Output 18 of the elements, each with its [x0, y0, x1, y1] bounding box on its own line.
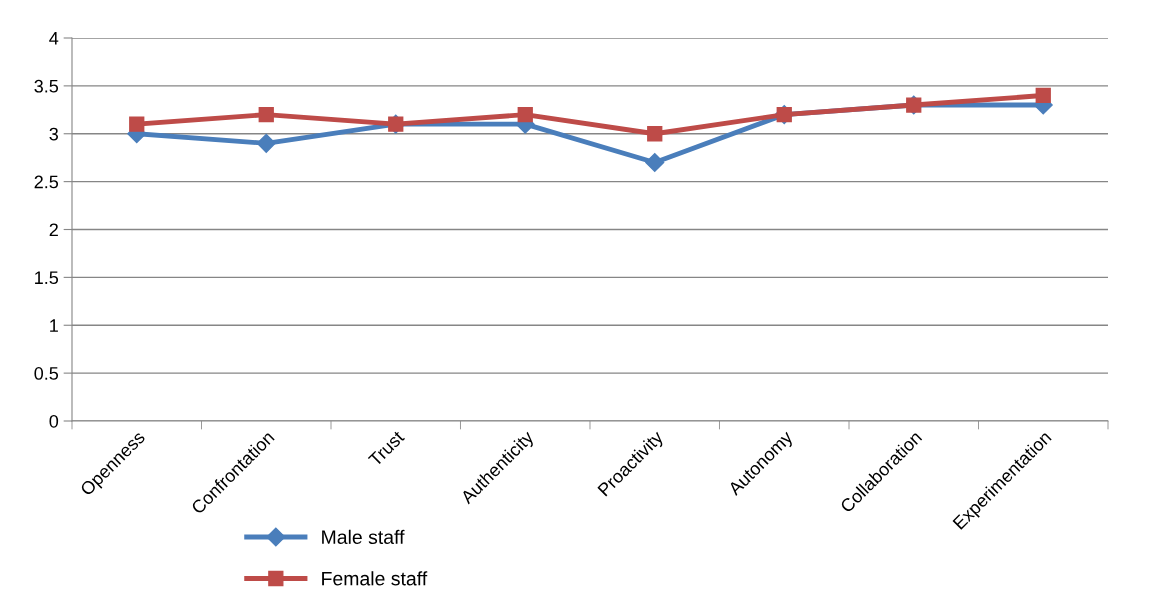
y-tick-label: 2.5 [34, 175, 59, 189]
point [645, 152, 665, 173]
y-tick-label: 4 [49, 32, 59, 45]
point [256, 133, 276, 153]
y-tick-label: 1 [50, 319, 58, 332]
legend-label: Female staff [322, 571, 428, 586]
y-tick-label: 3 [49, 127, 59, 141]
y-tick-label: 0.5 [34, 367, 59, 380]
point [647, 126, 663, 142]
point [258, 106, 274, 123]
point [517, 106, 533, 123]
y-tick-label: 3.5 [34, 79, 59, 93]
point [1035, 87, 1051, 104]
y-tick-label: 1.5 [35, 271, 59, 285]
y-tick-label: 2 [49, 223, 58, 237]
y-tick-label: 0 [49, 414, 59, 428]
point [129, 116, 145, 132]
legend-label: Male staff [322, 529, 405, 545]
